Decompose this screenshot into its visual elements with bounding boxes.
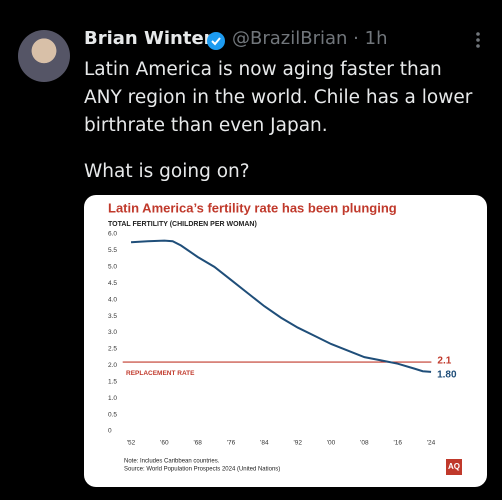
y-tick-label: 3.5 xyxy=(108,313,117,320)
y-tick-label: 0.5 xyxy=(108,411,117,418)
reference-label: REPLACEMENT RATE xyxy=(126,370,195,377)
handle-line: @BrazilBrian · 1h xyxy=(232,28,388,49)
note: Note: Includes Caribbean countries. xyxy=(124,459,220,465)
y-tick-label: 2.5 xyxy=(108,346,117,353)
media-card[interactable]: Latin America’s fertility rate has been … xyxy=(84,195,487,487)
x-tick-label: '08 xyxy=(360,440,369,447)
x-tick-label: '52 xyxy=(127,440,136,447)
value-label: 1.80 xyxy=(437,370,457,381)
x-tick-label: '16 xyxy=(393,440,402,447)
source: Source: World Population Prospects 2024 … xyxy=(124,467,280,473)
logo-box xyxy=(446,459,462,475)
x-tick-label: '76 xyxy=(227,440,236,447)
y-tick-label: 4.0 xyxy=(108,296,117,303)
more-menu[interactable] xyxy=(470,30,486,50)
y-tick-label: 4.5 xyxy=(108,280,117,287)
x-tick-label: '92 xyxy=(293,440,302,447)
avatar[interactable] xyxy=(18,30,70,82)
tweet-text: Latin America is now aging faster than A… xyxy=(84,59,473,136)
y-tick-label: 1.5 xyxy=(108,378,117,385)
timestamp[interactable]: 1h xyxy=(364,28,388,49)
reference-value-label: 2.1 xyxy=(437,356,451,367)
verified-badge xyxy=(207,32,225,50)
y-tick-label: 5.0 xyxy=(108,264,117,271)
separator: · xyxy=(353,28,359,49)
x-tick-label: '84 xyxy=(260,440,269,447)
y-tick-label: 1.0 xyxy=(108,395,117,402)
series-line xyxy=(130,239,432,373)
y-tick-label: 6.0 xyxy=(108,231,117,238)
x-tick-label: '24 xyxy=(427,440,436,447)
logo: AQ xyxy=(448,462,460,471)
handle[interactable]: @BrazilBrian xyxy=(232,28,348,49)
y-tick-label: 5.5 xyxy=(108,247,117,254)
x-tick-label: '68 xyxy=(193,440,202,447)
y-tick-label: 2.0 xyxy=(108,362,117,369)
chart-title: Latin America’s fertility rate has been … xyxy=(108,200,397,215)
tweet-text: What is going on? xyxy=(84,161,250,182)
y-tick-label: 0 xyxy=(108,428,112,435)
x-tick-label: '00 xyxy=(327,440,336,447)
x-tick-label: '60 xyxy=(160,440,169,447)
chart: Latin America’s fertility rate has been … xyxy=(108,200,462,475)
chart-subtitle: TOTAL FERTILITY (CHILDREN PER WOMAN) xyxy=(108,221,257,228)
y-tick-label: 3.0 xyxy=(108,329,117,336)
author-name[interactable]: Brian Winter xyxy=(84,28,213,49)
